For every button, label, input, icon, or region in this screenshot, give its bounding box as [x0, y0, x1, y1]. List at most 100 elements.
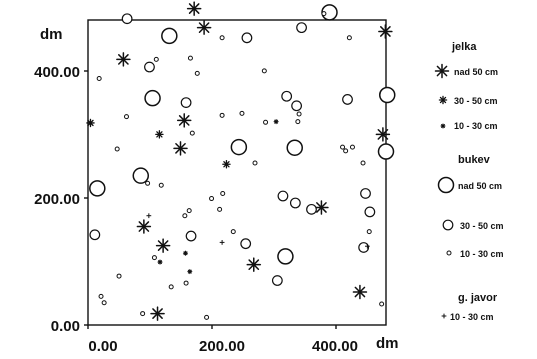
data-point-bukev-30-50-8	[185, 230, 197, 242]
data-point-bukev-30-50-5	[281, 90, 293, 102]
data-point-bukev-30-50-7	[342, 94, 353, 105]
data-point-jelka-nad50-1	[116, 52, 131, 67]
data-point-bukev-30-50-10	[277, 190, 289, 202]
data-point-javor-10-30-2	[364, 243, 370, 249]
legend-marker-bukev-30-50	[442, 219, 454, 231]
data-point-jelka-10-30-3	[187, 269, 193, 275]
data-point-jelka-nad50-8	[375, 127, 391, 142]
legend-marker-bukev-nad50	[437, 176, 455, 194]
data-point-bukev-30-50-3	[144, 61, 155, 73]
plot-area	[84, 19, 387, 329]
data-point-bukev-30-50-2	[296, 22, 307, 34]
data-point-bukev-10-30-35	[204, 314, 210, 320]
data-point-jelka-nad50-11	[196, 20, 212, 35]
y-axis: dm 400.00 200.00 0.00	[34, 26, 80, 335]
data-point-bukev-10-30-33	[101, 300, 107, 306]
data-point-bukev-10-30-2	[187, 55, 193, 61]
data-point-bukev-10-30-4	[219, 35, 225, 41]
legend-label-bukev-nad50: nad 50 cm	[458, 181, 502, 191]
legend-symbol-bukev-10-30	[446, 250, 452, 256]
data-point-bukev-10-30-14	[295, 119, 301, 125]
legend-marker-bukev-10-30	[446, 250, 452, 256]
data-points	[86, 1, 396, 321]
data-point-bukev-10-30-0	[96, 75, 102, 81]
plot-frame	[87, 19, 387, 326]
legend-title-g-javor: g. javor	[458, 292, 498, 304]
data-point-bukev-10-30-11	[219, 112, 225, 118]
y-tick-label-400: 400.00	[34, 64, 80, 81]
x-tick-label-400: 400.00	[312, 338, 358, 355]
data-point-bukev-10-30-19	[145, 180, 151, 186]
legend-marker-jelka-30-50	[438, 95, 448, 105]
data-point-bukev-10-30-26	[220, 190, 226, 196]
data-point-bukev-30-50-13	[360, 188, 371, 199]
data-point-bukev-30-50-12	[306, 203, 317, 215]
data-point-jelka-10-30-1	[157, 259, 163, 265]
data-point-jelka-nad50-9	[176, 113, 192, 128]
data-point-bukev-10-30-1	[153, 56, 159, 62]
data-point-bukev-10-30-20	[158, 182, 164, 188]
data-point-bukev-30-50-9	[240, 238, 252, 250]
data-point-bukev-nad50-4	[286, 139, 303, 156]
data-point-jelka-10-30-0	[273, 119, 279, 125]
legend-label-jelka-nad50: nad 50 cm	[454, 67, 498, 77]
data-point-bukev-10-30-24	[209, 196, 215, 202]
data-point-bukev-10-30-9	[114, 146, 120, 152]
data-point-bukev-30-50-4	[180, 97, 192, 109]
data-point-jelka-nad50-10	[173, 141, 188, 156]
legend-symbol-bukev-nad50	[437, 176, 455, 194]
data-point-bukev-nad50-6	[89, 180, 106, 197]
data-point-jelka-nad50-7	[150, 306, 165, 321]
data-point-bukev-10-30-38	[366, 229, 372, 235]
data-point-bukev-10-30-21	[343, 148, 349, 154]
data-point-bukev-nad50-2	[144, 89, 161, 107]
data-point-bukev-10-30-31	[116, 273, 122, 279]
data-point-jelka-30-50-2	[222, 159, 231, 169]
data-point-jelka-nad50-0	[378, 24, 393, 39]
data-point-bukev-10-30-16	[340, 144, 346, 150]
data-point-bukev-10-30-29	[168, 284, 174, 290]
legend-symbol-javor-10-30	[441, 313, 447, 319]
data-point-bukev-30-50-11	[289, 197, 301, 209]
data-point-bukev-10-30-30	[183, 280, 189, 286]
data-point-bukev-10-30-32	[98, 293, 104, 299]
data-point-bukev-nad50-9	[277, 248, 294, 265]
legend-symbol-jelka-10-30	[440, 123, 446, 129]
data-point-bukev-10-30-15	[263, 119, 269, 125]
data-point-bukev-10-30-22	[360, 160, 366, 166]
data-point-jelka-10-30-2	[182, 250, 189, 256]
data-point-jelka-nad50-3	[246, 257, 262, 272]
data-point-bukev-10-30-23	[186, 208, 192, 214]
data-point-bukev-30-50-16	[89, 229, 101, 241]
data-point-bukev-nad50-5	[132, 167, 150, 184]
y-tick-label-200: 200.00	[34, 191, 80, 208]
y-tick-label-0: 0.00	[51, 318, 80, 335]
legend-symbol-jelka-nad50	[434, 63, 450, 79]
data-point-bukev-10-30-13	[296, 111, 302, 117]
data-point-bukev-30-50-0	[121, 13, 133, 25]
data-point-bukev-30-50-6	[291, 100, 303, 112]
data-point-bukev-10-30-6	[321, 11, 327, 17]
data-point-bukev-10-30-17	[349, 144, 355, 150]
data-point-bukev-nad50-7	[378, 86, 396, 104]
data-point-bukev-10-30-36	[230, 229, 236, 235]
data-point-jelka-nad50-12	[186, 1, 202, 16]
data-point-bukev-nad50-3	[230, 138, 248, 156]
legend-marker-jelka-nad50	[434, 63, 450, 79]
data-point-bukev-10-30-34	[140, 311, 146, 317]
legend-symbol-bukev-30-50	[442, 219, 454, 231]
legend-label-jelka-30-50: 30 - 50 cm	[454, 96, 498, 106]
x-axis: 0.00 200.00 400.00 dm	[88, 335, 398, 355]
data-point-jelka-30-50-0	[86, 118, 95, 128]
legend-label-javor-10-30: 10 - 30 cm	[450, 312, 494, 322]
data-point-javor-10-30-0	[146, 213, 152, 219]
data-point-bukev-30-50-1	[241, 32, 253, 44]
data-point-jelka-nad50-4	[136, 219, 152, 234]
y-axis-unit: dm	[40, 26, 63, 43]
data-point-bukev-10-30-12	[239, 110, 245, 116]
data-point-bukev-10-30-8	[123, 114, 129, 120]
data-point-bukev-10-30-5	[261, 68, 267, 74]
data-point-bukev-10-30-3	[194, 70, 200, 76]
data-point-bukev-10-30-37	[379, 301, 385, 307]
legend: jelka nad 50 cm 30 - 50 cm 10 - 30 cm bu…	[434, 41, 504, 322]
